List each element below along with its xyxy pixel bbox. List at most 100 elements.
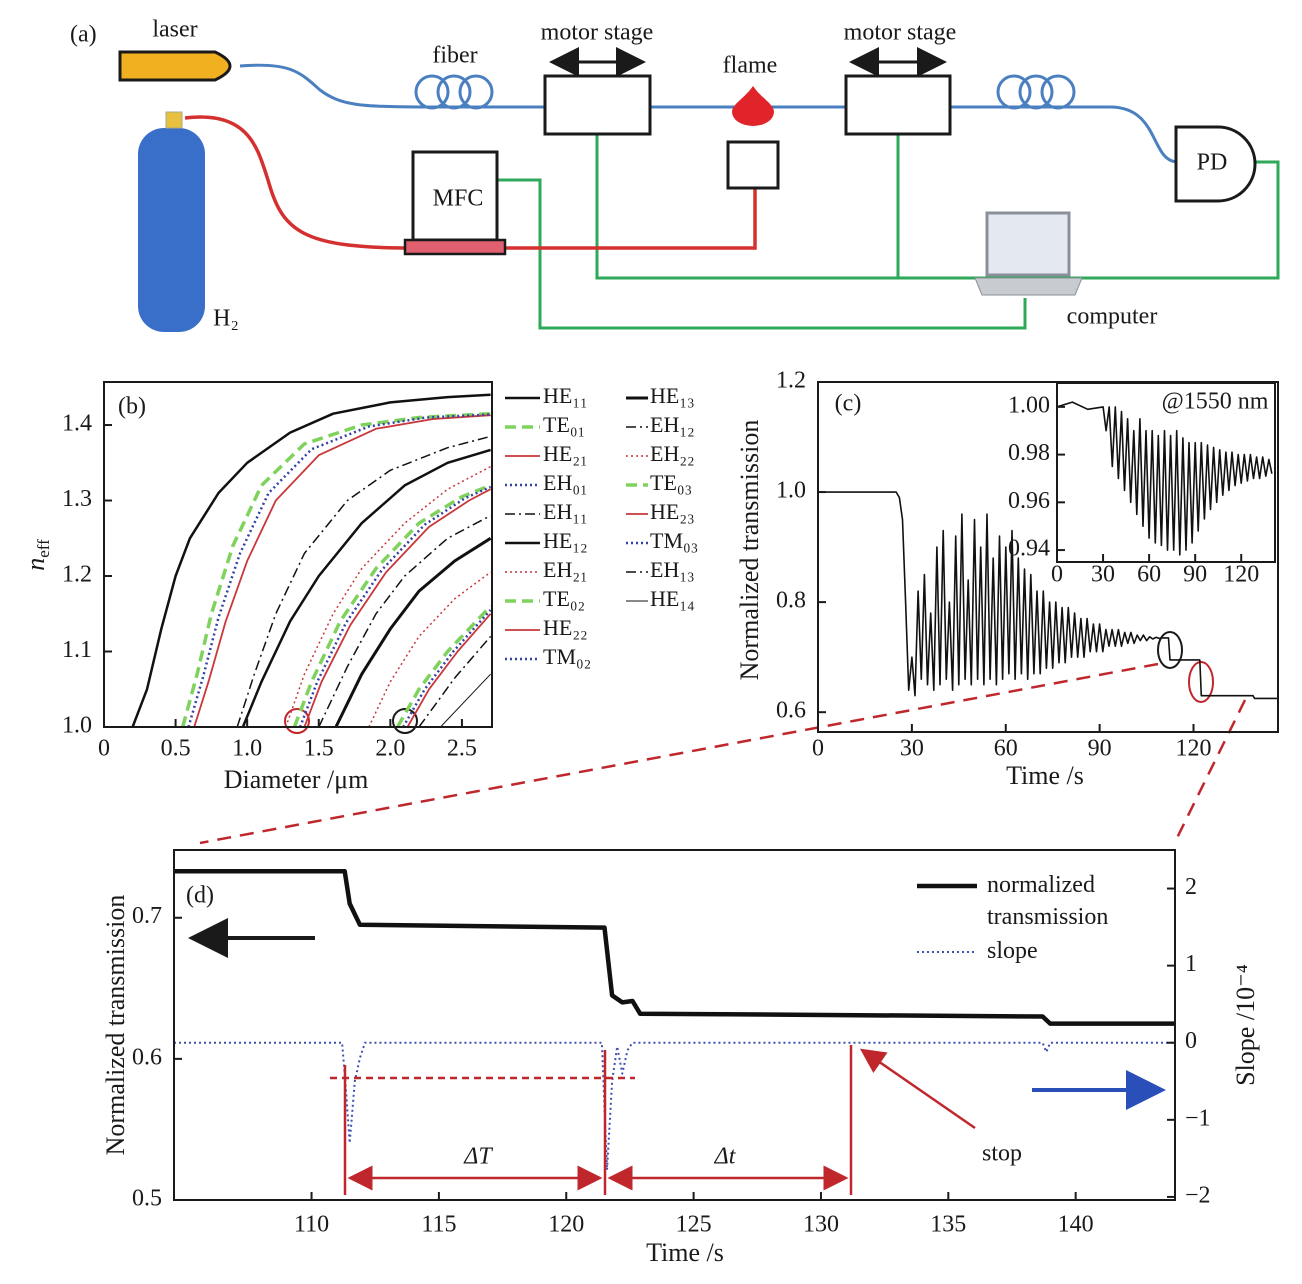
x-tick-label: 110 bbox=[294, 1212, 329, 1238]
y2-tick-label: 2 bbox=[1185, 874, 1197, 900]
motor-stage bbox=[543, 74, 652, 136]
legend-label: slope bbox=[987, 938, 1038, 964]
y-tick-label: 1.0 bbox=[62, 713, 92, 739]
data-line bbox=[334, 537, 492, 727]
motor-stage bbox=[844, 74, 952, 136]
legend-label: HE₁₄ bbox=[650, 586, 695, 611]
y-tick-label: 0.6 bbox=[776, 698, 806, 724]
x-tick-label: 115 bbox=[421, 1212, 456, 1238]
y-tick-label: 0.8 bbox=[776, 588, 806, 614]
data-line bbox=[395, 604, 492, 727]
legend-label: HE₂₁ bbox=[543, 441, 588, 466]
data-line bbox=[187, 413, 491, 727]
y2-tick-label: −1 bbox=[1185, 1105, 1211, 1131]
inset-title: @1550 nm bbox=[1162, 389, 1269, 415]
stop-arrow bbox=[859, 1048, 976, 1130]
data-line bbox=[174, 1041, 1175, 1171]
x-tick-label: 30 bbox=[900, 736, 924, 762]
x-tick-label: 1.5 bbox=[304, 736, 334, 762]
legend-label: EH₁₂ bbox=[650, 412, 695, 437]
fiber-label: fiber bbox=[432, 43, 477, 69]
legend-label: HE₁₃ bbox=[650, 383, 695, 408]
chart: 110 115 120 125 130 135 140 0.5 0.6 0.7 −2 −1 0 1 2 Tim… bbox=[101, 849, 1260, 1267]
data-line bbox=[318, 514, 491, 727]
legend-label: EH₀₁ bbox=[543, 470, 588, 495]
x-tick-label: 0 bbox=[812, 736, 824, 762]
legend-label: HE₂₃ bbox=[650, 499, 695, 524]
y2-axis-label: Slope /10⁻⁴ bbox=[1231, 964, 1260, 1086]
y-tick-label: 1.0 bbox=[776, 478, 806, 504]
legend-label: HE₁₂ bbox=[543, 528, 588, 553]
d-annotations: ΔT Δt stop bbox=[188, 918, 1166, 1195]
data-line bbox=[174, 868, 1175, 1026]
plot-frame bbox=[103, 381, 493, 728]
plot-frame bbox=[173, 849, 1176, 1201]
gas-cylinder bbox=[138, 128, 205, 332]
laptop-base bbox=[974, 277, 1083, 296]
y-tick-label: 1.3 bbox=[62, 486, 92, 512]
mfc-base bbox=[403, 238, 507, 256]
gas-label: H₂ bbox=[213, 306, 239, 332]
stage-label: motor stage bbox=[541, 20, 654, 46]
y-tick-label: 1.00 bbox=[1008, 392, 1050, 418]
data-line bbox=[406, 613, 492, 727]
x-tick-label: 130 bbox=[803, 1212, 839, 1238]
y-axis-subscript: eff bbox=[34, 539, 53, 558]
data-line bbox=[241, 448, 491, 727]
data-line bbox=[193, 414, 491, 727]
data-line bbox=[181, 411, 491, 727]
y-axis-symbol: n bbox=[21, 558, 50, 571]
x-tick-label: 120 bbox=[548, 1212, 584, 1238]
gas-line bbox=[184, 115, 757, 250]
legend-label: HE₁₁ bbox=[543, 383, 588, 408]
y-axis-label: Normalized transmission bbox=[735, 420, 764, 681]
legend-label: normalized transmission bbox=[987, 872, 1108, 930]
laptop-screen bbox=[985, 211, 1071, 277]
x-tick-label: 135 bbox=[930, 1212, 966, 1238]
zoom-line bbox=[1173, 699, 1247, 843]
data-line bbox=[440, 673, 491, 727]
legend-label: EH₂₂ bbox=[650, 441, 695, 466]
y-tick-label: 1.2 bbox=[62, 562, 92, 588]
legend-label: TE₀₂ bbox=[543, 586, 585, 611]
legend-label: EH₁₁ bbox=[543, 499, 588, 524]
y2-tick-label: 1 bbox=[1185, 951, 1197, 977]
data-line bbox=[368, 571, 492, 727]
x-tick-label: 120 bbox=[1176, 736, 1212, 762]
cutoff-circle bbox=[392, 708, 418, 734]
x-tick-label: 90 bbox=[1183, 562, 1207, 588]
step-circle bbox=[1157, 631, 1183, 669]
data-line bbox=[418, 635, 492, 727]
legend-label: TM₀₃ bbox=[650, 528, 698, 553]
chart: 0 0.5 1.0 1.5 2.0 2.5 1.0 1.1 1.2 1.3 1.4 Diameter … bbox=[21, 381, 698, 794]
cutoff-circle bbox=[284, 708, 310, 734]
y-tick-label: 0.98 bbox=[1008, 440, 1050, 466]
mfc bbox=[411, 150, 499, 242]
legend-label: EH₂₁ bbox=[543, 557, 588, 582]
setup-diagram: (a) laser fiber motor stage motor stage … bbox=[70, 17, 1280, 332]
annotation: stop bbox=[982, 1141, 1022, 1167]
x-tick-label: 0 bbox=[98, 736, 110, 762]
y-tick-label: 1.4 bbox=[62, 411, 92, 437]
x-tick-label: 120 bbox=[1223, 562, 1259, 588]
zoom-line bbox=[199, 662, 1159, 845]
laser-label: laser bbox=[152, 17, 197, 43]
y-tick-label: 1.1 bbox=[62, 637, 92, 663]
x-axis-label: Diameter /μm bbox=[224, 765, 369, 794]
fiber bbox=[239, 63, 1179, 164]
x-tick-label: 2.0 bbox=[375, 736, 405, 762]
panel-label: (a) bbox=[70, 22, 97, 48]
data-line bbox=[236, 435, 491, 727]
y-axis-label: neff bbox=[21, 539, 53, 571]
legend-label: TE₀₁ bbox=[543, 412, 585, 437]
y-tick-label: 0.94 bbox=[1008, 536, 1050, 562]
data-line bbox=[1057, 401, 1273, 556]
panel-label: (b) bbox=[118, 394, 146, 420]
y-tick-label: 1.2 bbox=[776, 368, 806, 394]
x-tick-label: 1.0 bbox=[232, 736, 262, 762]
legend-label: EH₁₃ bbox=[650, 557, 695, 582]
stage-label: motor stage bbox=[844, 20, 957, 46]
x-axis-label: Time /s bbox=[1006, 761, 1084, 790]
data-line bbox=[402, 609, 492, 727]
